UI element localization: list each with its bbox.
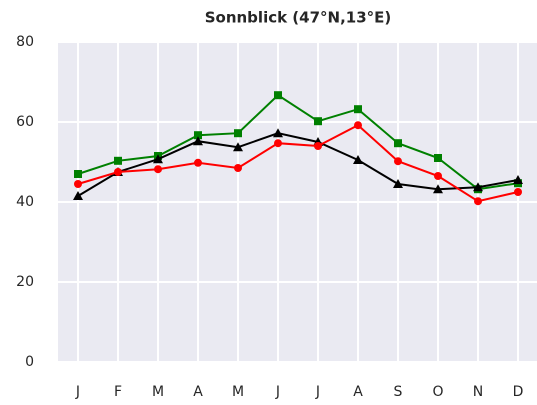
marker [153, 154, 163, 164]
marker [73, 191, 83, 200]
marker [114, 156, 122, 165]
marker [513, 175, 523, 184]
marker [393, 179, 403, 188]
marker [434, 154, 442, 162]
line [77, 93, 519, 191]
x-tick-label: A [353, 384, 363, 400]
chart-title: Sonnblick (47°N,13°E) [205, 9, 392, 27]
marker [474, 197, 482, 206]
x-tick-label: J [275, 384, 280, 400]
line [77, 132, 519, 197]
marker [194, 131, 202, 140]
marker [434, 172, 442, 180]
marker [314, 117, 322, 126]
marker [193, 136, 203, 146]
marker [394, 139, 402, 148]
y-tick-label: 80 [16, 34, 34, 50]
marker [354, 121, 362, 130]
marker [74, 170, 82, 178]
marker [354, 105, 362, 114]
x-tick-label: D [513, 384, 524, 400]
y-tick-label: 0 [25, 354, 34, 370]
marker [274, 91, 282, 100]
x-tick-label: F [114, 384, 122, 400]
y-tick-label: 20 [16, 274, 34, 290]
x-tick-label: O [432, 384, 443, 400]
marker [194, 158, 202, 167]
marker [473, 182, 483, 192]
x-tick-label: N [473, 384, 483, 400]
marker [433, 184, 443, 194]
marker [74, 180, 82, 188]
marker [274, 139, 282, 148]
marker [394, 157, 402, 166]
marker [314, 142, 322, 150]
marker [114, 168, 122, 176]
x-tick-label: S [394, 384, 403, 400]
marker [234, 164, 242, 172]
marker [154, 165, 162, 174]
x-tick-label: A [193, 384, 203, 400]
x-tick-label: J [75, 384, 80, 400]
line [77, 123, 519, 203]
x-tick-label: M [232, 384, 244, 400]
marker [273, 128, 283, 138]
y-tick-label: 40 [16, 194, 34, 210]
marker [514, 188, 522, 196]
x-tick-label: J [315, 384, 320, 400]
y-tick-label: 60 [16, 114, 34, 130]
marker [353, 155, 363, 164]
x-tick-label: M [152, 384, 164, 400]
marker [234, 129, 242, 138]
marker [233, 142, 243, 152]
